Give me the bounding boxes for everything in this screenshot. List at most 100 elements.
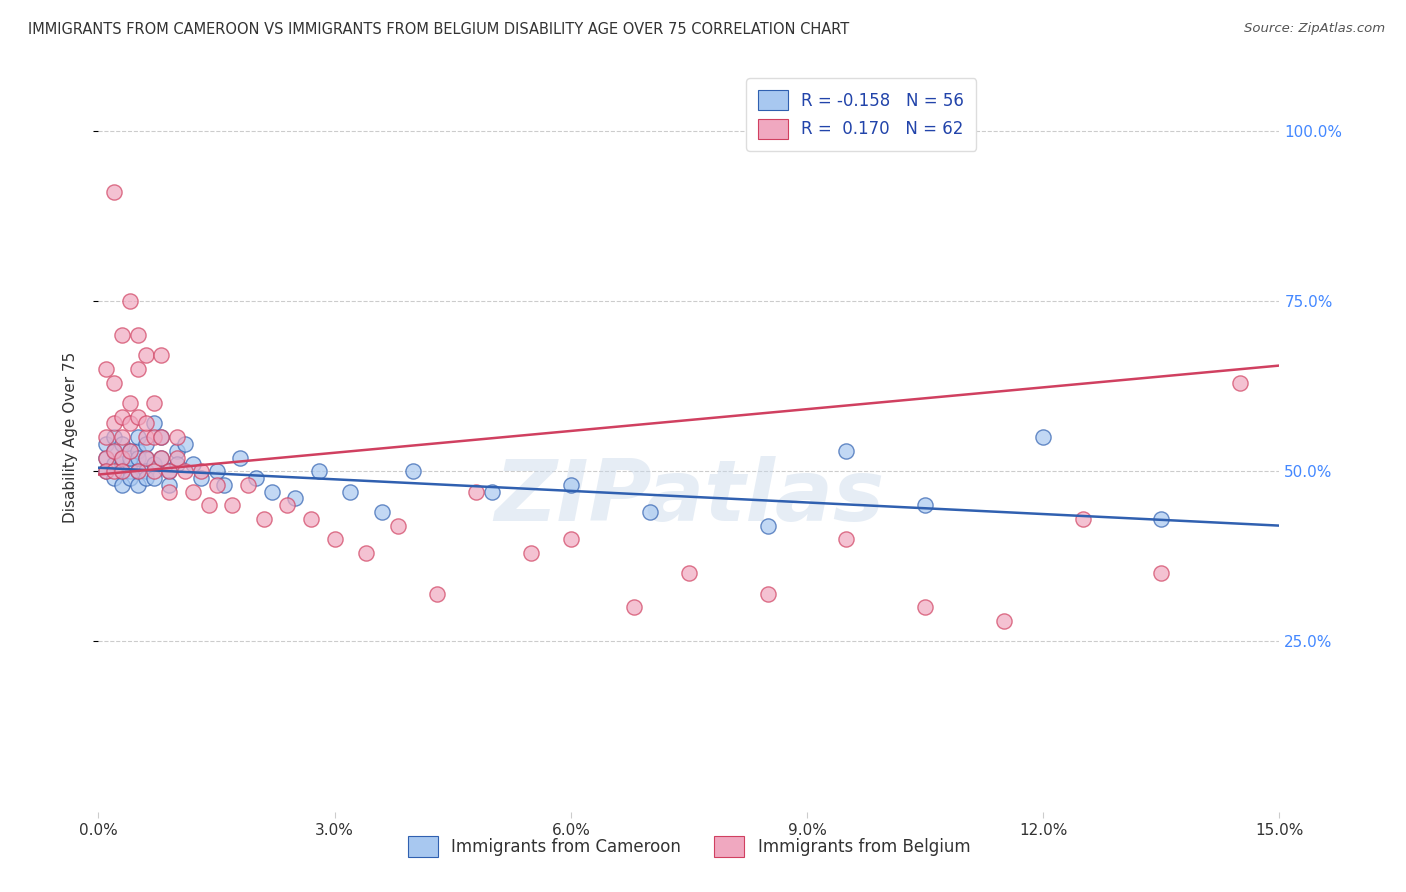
Point [835,443,858,458]
Point [1229,376,1251,390]
Point [103,417,125,431]
Point [103,464,125,478]
Point [253,512,276,526]
Point [142,417,165,431]
Point [118,464,141,478]
Legend: Immigrants from Cameroon, Immigrants from Belgium: Immigrants from Cameroon, Immigrants fro… [401,830,977,863]
Point [96,430,118,444]
Point [111,437,134,451]
Point [111,430,134,444]
Point [103,430,125,444]
Point [181,484,204,499]
Point [118,396,141,410]
Point [118,458,141,472]
Point [103,185,125,199]
Point [142,430,165,444]
Point [638,505,661,519]
Point [135,450,157,465]
Point [150,348,173,362]
Point [623,600,645,615]
Point [111,464,134,478]
Point [197,498,219,512]
Point [914,498,936,512]
Point [181,458,204,472]
Point [308,464,330,478]
Point [157,484,180,499]
Point [96,464,118,478]
Point [127,443,149,458]
Point [371,505,394,519]
Point [103,376,125,390]
Point [1150,566,1173,581]
Point [150,430,173,444]
Point [157,477,180,491]
Point [157,464,180,478]
Point [111,327,134,342]
Point [135,464,157,478]
Point [166,443,188,458]
Point [426,587,449,601]
Point [127,477,149,491]
Point [481,484,503,499]
Point [103,458,125,472]
Point [118,471,141,485]
Point [560,533,582,547]
Point [284,491,307,506]
Point [127,409,149,424]
Point [118,443,141,458]
Point [276,498,298,512]
Point [993,614,1015,628]
Point [118,443,141,458]
Point [135,437,157,451]
Point [127,362,149,376]
Point [111,450,134,465]
Point [465,484,488,499]
Point [520,546,543,560]
Point [103,443,125,458]
Point [1071,512,1094,526]
Point [111,409,134,424]
Point [402,464,425,478]
Point [135,417,157,431]
Point [118,293,141,308]
Point [96,450,118,465]
Point [127,430,149,444]
Point [96,450,118,465]
Point [142,458,165,472]
Point [205,477,228,491]
Point [142,471,165,485]
Point [142,396,165,410]
Point [354,546,377,560]
Point [236,477,259,491]
Point [339,484,361,499]
Point [221,498,243,512]
Point [157,464,180,478]
Point [323,533,346,547]
Point [127,450,149,465]
Text: Source: ZipAtlas.com: Source: ZipAtlas.com [1244,22,1385,36]
Point [756,587,779,601]
Point [756,518,779,533]
Point [678,566,700,581]
Point [835,533,858,547]
Point [166,430,188,444]
Point [174,464,197,478]
Text: ZIPatlas: ZIPatlas [494,456,884,539]
Point [174,437,197,451]
Point [111,450,134,465]
Point [560,477,582,491]
Point [299,512,322,526]
Point [111,458,134,472]
Point [150,450,173,465]
Point [135,430,157,444]
Point [387,518,409,533]
Point [1032,430,1054,444]
Point [96,464,118,478]
Point [1150,512,1173,526]
Y-axis label: Disability Age Over 75: Disability Age Over 75 [63,351,77,523]
Text: IMMIGRANTS FROM CAMEROON VS IMMIGRANTS FROM BELGIUM DISABILITY AGE OVER 75 CORRE: IMMIGRANTS FROM CAMEROON VS IMMIGRANTS F… [28,22,849,37]
Point [914,600,936,615]
Point [150,430,173,444]
Point [118,417,141,431]
Point [166,458,188,472]
